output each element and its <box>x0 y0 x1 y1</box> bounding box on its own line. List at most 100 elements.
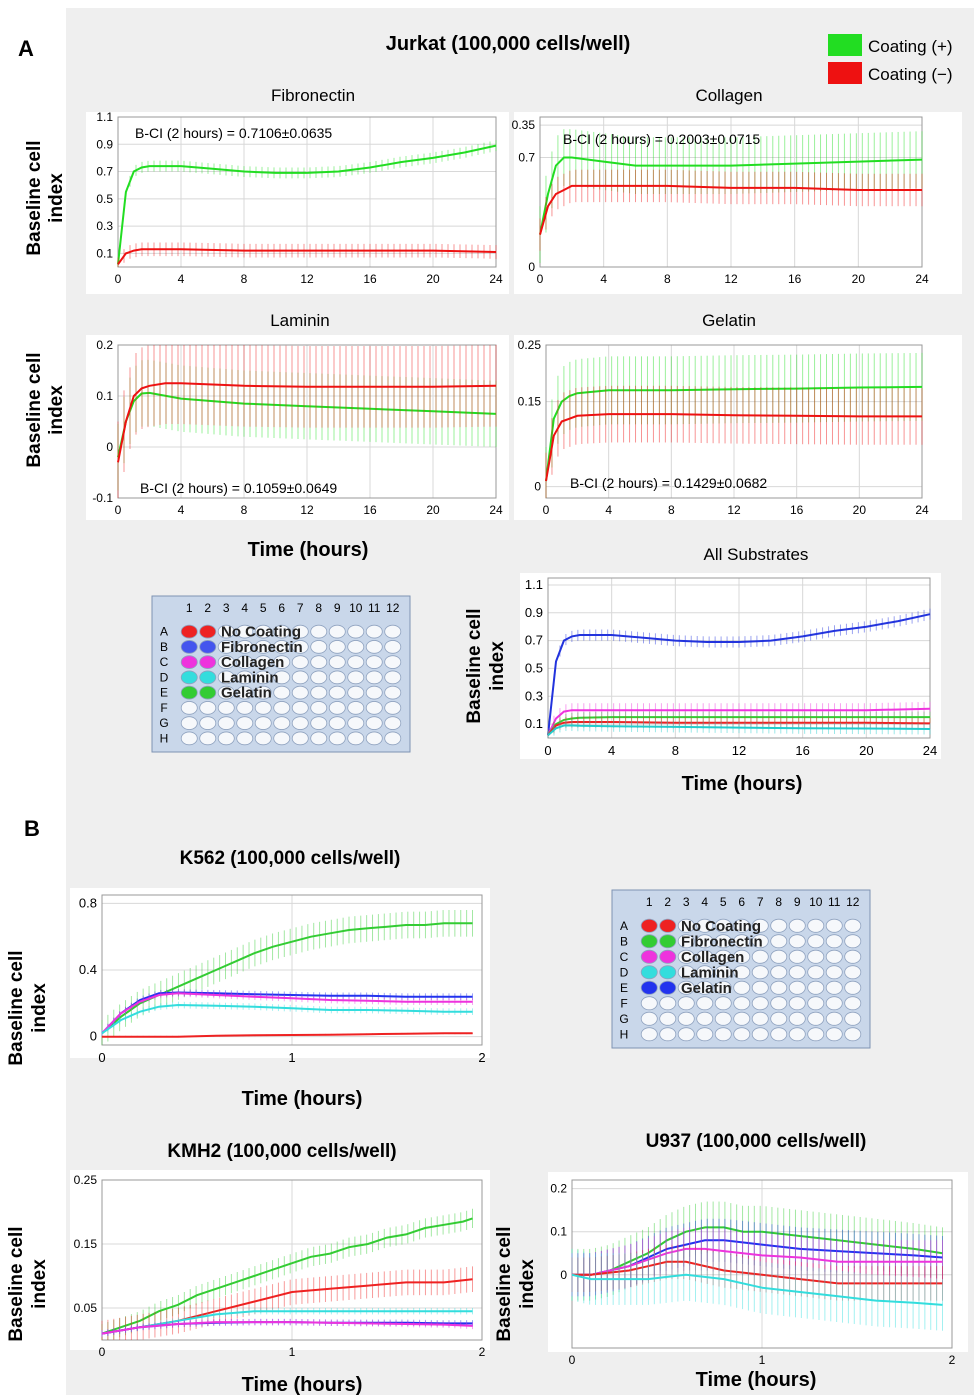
plate-well <box>696 996 714 1011</box>
plate-column-label: 12 <box>386 601 400 615</box>
plate-well <box>384 640 402 654</box>
plate-well <box>384 716 402 730</box>
y-tick-label: 0.7 <box>96 165 113 179</box>
plot-area <box>117 116 497 268</box>
plate-column-label: 9 <box>334 601 341 615</box>
ylabel-k562: Baseline cell index <box>6 950 50 1065</box>
plate-column-label: 5 <box>720 895 727 909</box>
x-tick-label: 0 <box>569 1353 576 1367</box>
plate-well <box>659 918 677 933</box>
series-line <box>547 613 931 736</box>
ylabel-row1-line2: index <box>46 173 67 223</box>
plate-well <box>696 1027 714 1042</box>
plate-well <box>640 934 658 949</box>
plate-row-description: Fibronectin <box>681 933 763 950</box>
plate-well <box>714 965 732 980</box>
plate-well <box>677 934 695 949</box>
plate-row-label: C <box>620 950 629 964</box>
plate-well <box>199 640 217 654</box>
y-tick-label: 0.15 <box>518 395 542 409</box>
x-tick-label: 4 <box>178 272 185 286</box>
chart-kmh2: 0 1 2 0.25 0.15 0.05 KMH2 (100,000 cells/well)… <box>70 1141 490 1396</box>
x-axis-label: Time (hours) <box>242 1374 363 1395</box>
x-axis-label: Time (hours) <box>696 1369 817 1391</box>
plate-well <box>825 996 843 1011</box>
plate-well <box>696 965 714 980</box>
plate-well <box>714 1011 732 1026</box>
plate-row-label: C <box>160 655 169 669</box>
plate-well <box>291 670 309 685</box>
ylabel-k562-line2: index <box>29 983 50 1033</box>
plate-well <box>365 685 383 700</box>
x-tick-label: 12 <box>727 503 741 517</box>
plate-well <box>254 716 272 730</box>
chart-annotation: B-CI (2 hours) = 0.1429±0.0682 <box>570 475 767 491</box>
x-tick-label: 24 <box>489 272 503 286</box>
ylabel-all-line1: Baseline cell <box>464 608 485 723</box>
y-tick-label: 0 <box>560 1268 567 1282</box>
plate-well <box>347 701 365 715</box>
series-line <box>547 716 930 736</box>
plate-well <box>677 949 695 964</box>
plate-well <box>365 624 383 639</box>
series-line <box>117 391 497 458</box>
panel-label-a: A <box>18 36 34 61</box>
x-tick-label: 12 <box>732 743 746 758</box>
y-tick-label: 0.3 <box>525 688 543 703</box>
series-0 <box>101 1208 473 1340</box>
x-tick-label: 4 <box>178 503 185 517</box>
y-tick-label: 1.1 <box>96 110 113 124</box>
plate-well <box>844 980 862 995</box>
plate-well <box>751 1011 769 1026</box>
x-tick-label: 24 <box>915 503 929 517</box>
chart-gelatin: 0 4 8 12 16 20 24 0.25 0.15 0 Gelatin B-CI (2 hours… <box>514 311 962 520</box>
plate-well <box>217 640 235 654</box>
ylabel-u937: Baseline cell index <box>494 1226 538 1341</box>
plate-well <box>659 1027 677 1042</box>
plate-row-description: No Coating <box>221 624 301 641</box>
plate-well <box>273 685 291 700</box>
series-line <box>101 992 473 1034</box>
plate-well <box>310 731 328 746</box>
plate-well <box>825 949 843 964</box>
series-line <box>117 248 497 265</box>
x-tick-label: 24 <box>923 743 937 758</box>
plate-well <box>770 996 788 1011</box>
x-tick-label: 8 <box>672 743 679 758</box>
x-tick-label: 20 <box>859 743 873 758</box>
plate-well <box>714 934 732 949</box>
plot-area <box>101 1179 483 1341</box>
plate-well <box>273 716 291 730</box>
plate-column-label: 6 <box>278 601 285 615</box>
plate-well <box>217 716 235 730</box>
plate-well <box>217 670 235 685</box>
plate-well <box>659 980 677 995</box>
plate-column-label: 5 <box>260 601 267 615</box>
series-line <box>101 1217 473 1335</box>
plate-row-label: F <box>620 996 627 1010</box>
plate-well <box>733 996 751 1011</box>
plate-well <box>677 918 695 933</box>
plate-row-description: No Coating <box>681 918 761 935</box>
plate-well <box>677 965 695 980</box>
plate-well <box>328 624 346 639</box>
plate-well <box>328 685 346 700</box>
plot-area <box>545 344 923 499</box>
ylabel-row1: Baseline cell index <box>24 140 67 255</box>
plate-well <box>788 949 806 964</box>
plate-well <box>347 640 365 654</box>
plate-well <box>788 996 806 1011</box>
plate-well <box>217 624 235 639</box>
plate-well <box>310 670 328 685</box>
plate-well <box>844 1011 862 1026</box>
chart-frame <box>514 112 962 294</box>
ylabel-all-line2: index <box>487 641 508 691</box>
plate-column-label: 10 <box>349 601 363 615</box>
plate-well <box>291 640 309 654</box>
plate-well <box>659 934 677 949</box>
plate-well <box>328 731 346 746</box>
plate-well <box>384 685 402 700</box>
plate-well <box>291 624 309 639</box>
